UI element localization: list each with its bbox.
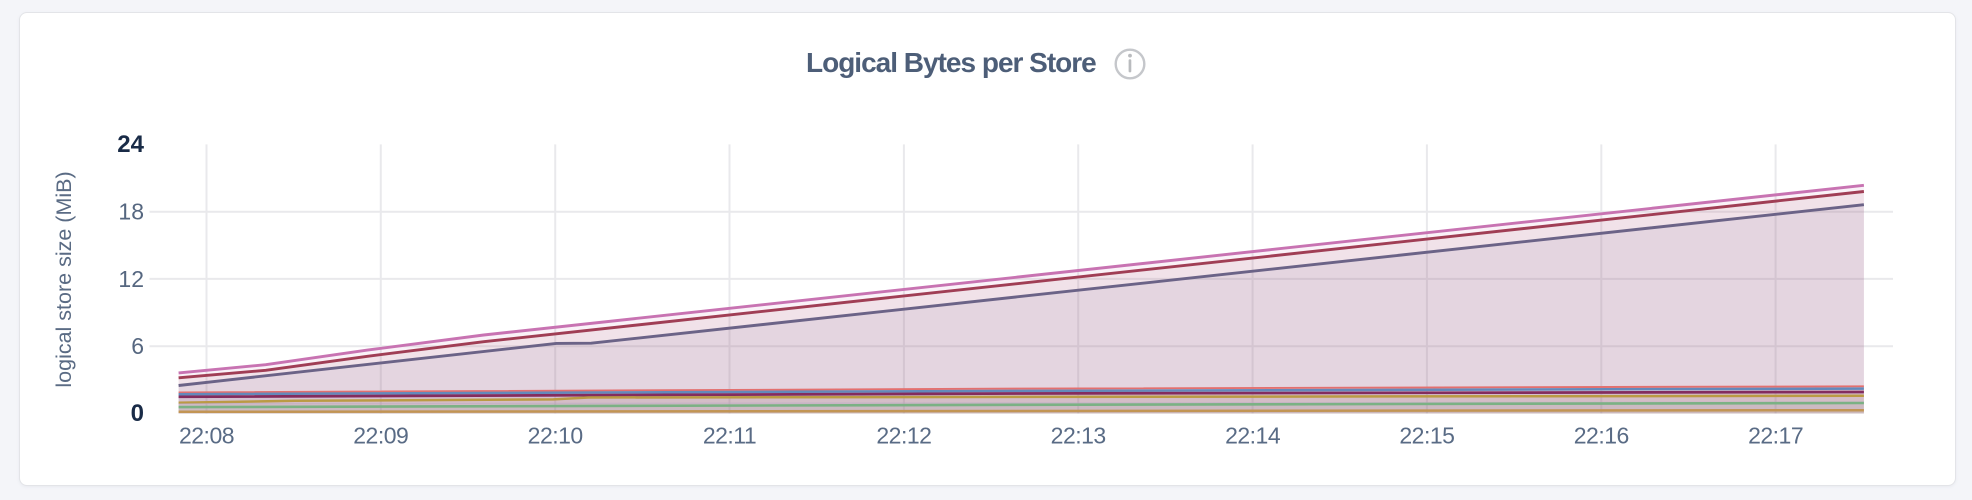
- svg-text:6: 6: [131, 333, 144, 359]
- svg-text:0: 0: [131, 400, 144, 427]
- svg-text:24: 24: [117, 131, 144, 158]
- svg-text:12: 12: [118, 266, 144, 292]
- svg-text:22:12: 22:12: [876, 423, 931, 449]
- svg-text:22:14: 22:14: [1225, 423, 1281, 449]
- svg-text:18: 18: [118, 199, 144, 225]
- svg-text:22:11: 22:11: [703, 423, 756, 449]
- svg-text:22:13: 22:13: [1051, 423, 1106, 449]
- svg-text:22:16: 22:16: [1574, 423, 1629, 449]
- svg-text:22:17: 22:17: [1748, 423, 1803, 449]
- svg-text:22:09: 22:09: [353, 423, 408, 449]
- svg-text:22:10: 22:10: [528, 423, 583, 449]
- svg-text:22:15: 22:15: [1399, 423, 1454, 449]
- svg-text:22:08: 22:08: [179, 423, 234, 449]
- svg-text:logical store size (MiB): logical store size (MiB): [52, 171, 76, 387]
